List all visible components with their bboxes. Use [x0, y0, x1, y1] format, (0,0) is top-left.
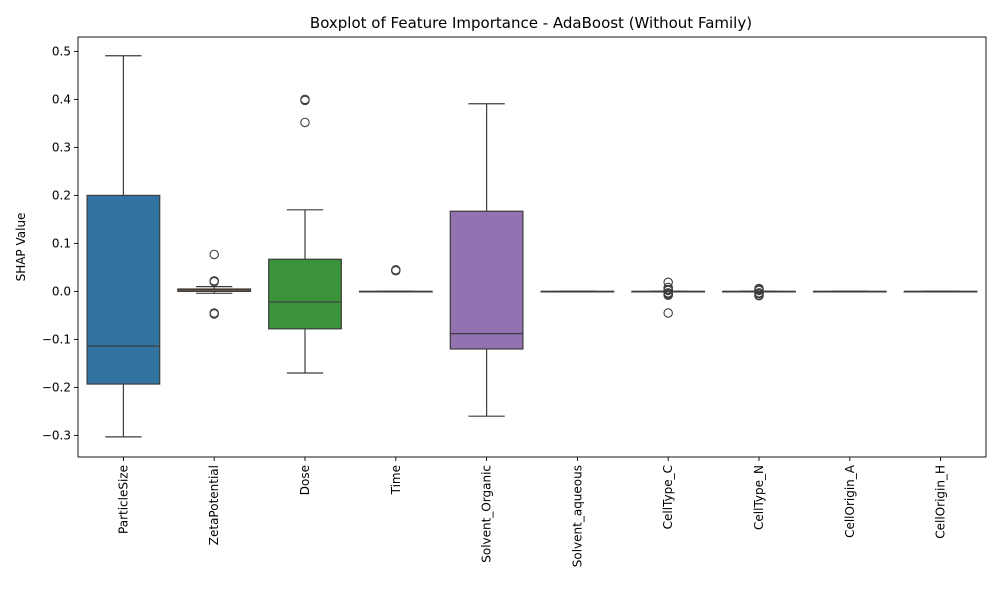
outlier-point	[663, 285, 673, 296]
box-ParticleSize	[86, 55, 161, 438]
box-iqr	[268, 258, 342, 330]
box-Solvent_Organic	[449, 103, 524, 417]
x-tick-label: CellOrigin_A	[843, 464, 857, 538]
y-tick-label: 0.0	[52, 284, 71, 298]
box-iqr	[86, 194, 161, 385]
outlier-point	[754, 285, 764, 296]
box-Dose	[268, 94, 342, 374]
y-axis: −0.3 −0.2 −0.1 0.0 0.1 0.2 0.3 0.4 0.5	[42, 44, 78, 442]
x-axis: ParticleSize ZetaPotential Dose Time Solvent…	[116, 457, 948, 567]
x-tick-label: Solvent_Organic	[480, 465, 494, 563]
outlier-point	[300, 117, 310, 128]
y-tick-label: 0.2	[52, 188, 71, 202]
y-axis-label: SHAP Value	[14, 213, 28, 282]
y-tick-label: −0.1	[42, 332, 71, 346]
x-tick-label: Solvent_aqueous	[570, 465, 584, 567]
box-CellType_N	[722, 283, 796, 301]
box-Time	[358, 265, 433, 293]
y-tick-label: −0.3	[42, 428, 71, 442]
outlier-point	[663, 290, 673, 300]
outlier-point	[663, 308, 673, 318]
x-tick-label: Time	[389, 465, 403, 495]
x-tick-label: ParticleSize	[116, 465, 130, 534]
y-tick-label: −0.2	[42, 380, 71, 394]
outlier-point	[391, 266, 401, 276]
outlier-point	[209, 277, 219, 287]
outlier-point	[300, 95, 310, 106]
x-tick-label: CellType_C	[661, 465, 675, 529]
outlier-point	[209, 309, 219, 319]
box-CellType_C	[631, 277, 706, 318]
chart-title: Boxplot of Feature Importance - AdaBoost…	[310, 14, 752, 32]
plot-area-frame	[77, 36, 987, 458]
box-Solvent_aqueous	[540, 290, 615, 293]
box-CellOrigin_A	[812, 290, 887, 293]
chart-marks	[86, 55, 978, 438]
x-tick-label: CellOrigin_H	[934, 465, 948, 539]
box-iqr	[449, 210, 524, 350]
y-tick-label: 0.3	[52, 140, 71, 154]
y-tick-label: 0.4	[52, 92, 71, 106]
y-tick-label: 0.1	[52, 236, 71, 250]
y-tick-label: 0.5	[52, 44, 71, 58]
x-tick-label: ZetaPotential	[207, 465, 221, 545]
outlier-point	[754, 290, 764, 301]
x-tick-label: CellType_N	[752, 465, 766, 530]
box-CellOrigin_H	[903, 290, 978, 293]
box-ZetaPotential	[177, 249, 252, 319]
x-tick-label: Dose	[298, 465, 312, 495]
outlier-point	[209, 249, 219, 260]
